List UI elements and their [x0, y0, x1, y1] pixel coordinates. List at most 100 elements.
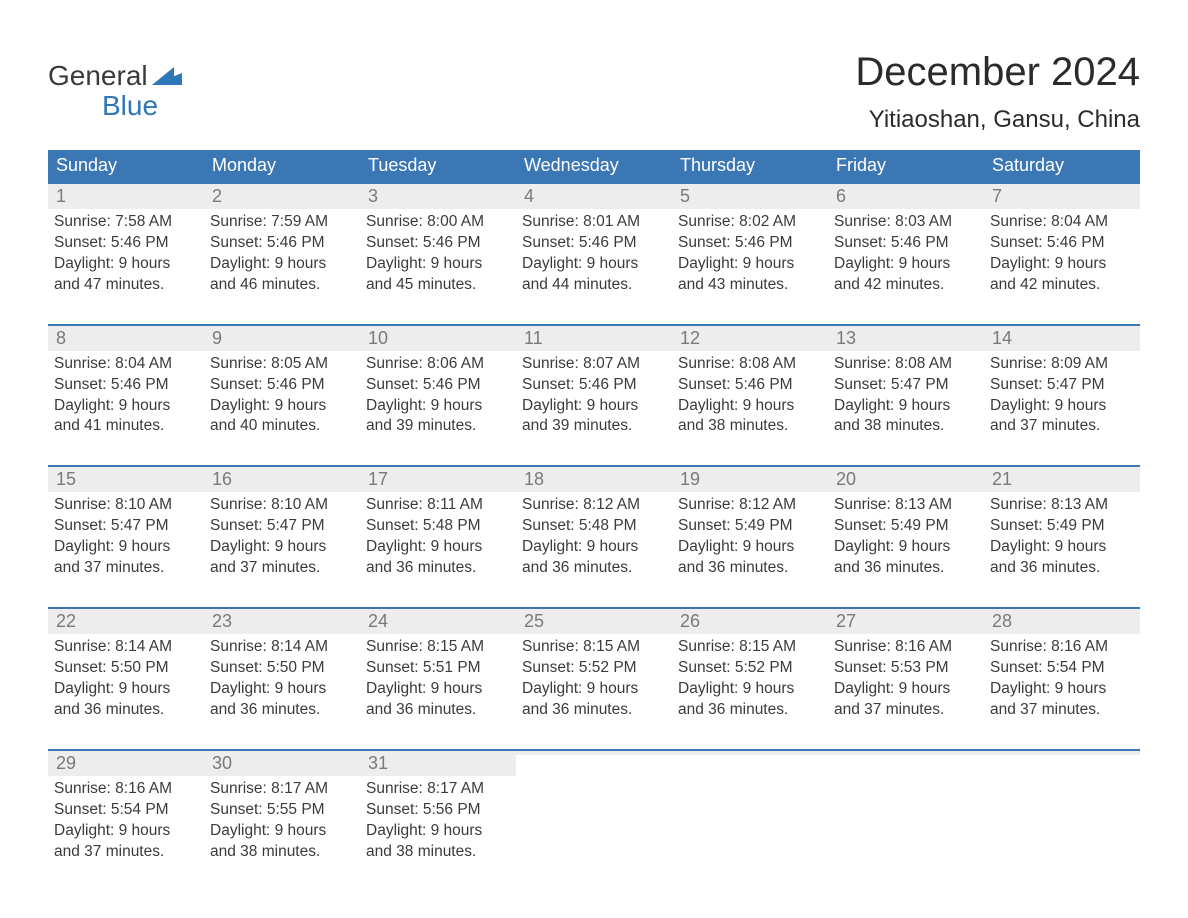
day-number: 28 — [984, 609, 1140, 634]
day-line-sunrise: Sunrise: 8:06 AM — [366, 354, 510, 375]
day-body: Sunrise: 8:17 AMSunset: 5:55 PMDaylight:… — [210, 776, 354, 863]
day-line-d1: Daylight: 9 hours — [54, 537, 198, 558]
day-cell: 20Sunrise: 8:13 AMSunset: 5:49 PMDayligh… — [828, 467, 984, 587]
header: General Blue December 2024 Yitiaoshan, G… — [48, 50, 1140, 146]
day-body: Sunrise: 8:10 AMSunset: 5:47 PMDaylight:… — [54, 492, 198, 579]
day-number: 25 — [516, 609, 672, 634]
day-line-sunrise: Sunrise: 8:03 AM — [834, 212, 978, 233]
day-number-row: 5 — [672, 184, 828, 209]
day-line-sunrise: Sunrise: 8:17 AM — [210, 779, 354, 800]
day-number: 19 — [672, 467, 828, 492]
day-line-sunrise: Sunrise: 8:11 AM — [366, 495, 510, 516]
day-line-sunrise: Sunrise: 8:05 AM — [210, 354, 354, 375]
day-number-row: 12 — [672, 326, 828, 351]
day-line-d2: and 36 minutes. — [366, 700, 510, 721]
day-number-row: 20 — [828, 467, 984, 492]
day-cell — [516, 751, 672, 871]
day-body: Sunrise: 8:16 AMSunset: 5:54 PMDaylight:… — [54, 776, 198, 863]
day-number-row: 22 — [48, 609, 204, 634]
day-number: 24 — [360, 609, 516, 634]
dow-cell: Wednesday — [516, 150, 672, 182]
day-line-sunrise: Sunrise: 8:17 AM — [366, 779, 510, 800]
day-line-sunset: Sunset: 5:46 PM — [990, 233, 1134, 254]
day-line-sunrise: Sunrise: 8:10 AM — [54, 495, 198, 516]
day-number: 2 — [204, 184, 360, 209]
day-line-sunset: Sunset: 5:47 PM — [990, 375, 1134, 396]
day-line-d1: Daylight: 9 hours — [834, 396, 978, 417]
day-cell: 9Sunrise: 8:05 AMSunset: 5:46 PMDaylight… — [204, 326, 360, 446]
day-number: 6 — [828, 184, 984, 209]
day-line-d1: Daylight: 9 hours — [834, 254, 978, 275]
day-cell: 29Sunrise: 8:16 AMSunset: 5:54 PMDayligh… — [48, 751, 204, 871]
day-line-sunrise: Sunrise: 8:00 AM — [366, 212, 510, 233]
day-cell: 22Sunrise: 8:14 AMSunset: 5:50 PMDayligh… — [48, 609, 204, 729]
brand-flag-icon — [152, 62, 182, 90]
day-line-sunset: Sunset: 5:52 PM — [522, 658, 666, 679]
day-number: 21 — [984, 467, 1140, 492]
day-cell — [984, 751, 1140, 871]
day-line-sunrise: Sunrise: 8:16 AM — [990, 637, 1134, 658]
day-line-d2: and 37 minutes. — [54, 558, 198, 579]
day-number-row: 10 — [360, 326, 516, 351]
dow-cell: Saturday — [984, 150, 1140, 182]
day-line-sunrise: Sunrise: 8:15 AM — [366, 637, 510, 658]
day-number: 26 — [672, 609, 828, 634]
day-line-sunset: Sunset: 5:48 PM — [366, 516, 510, 537]
day-body: Sunrise: 8:12 AMSunset: 5:48 PMDaylight:… — [522, 492, 666, 579]
day-cell: 28Sunrise: 8:16 AMSunset: 5:54 PMDayligh… — [984, 609, 1140, 729]
dow-cell: Monday — [204, 150, 360, 182]
day-line-d2: and 36 minutes. — [678, 700, 822, 721]
day-line-sunrise: Sunrise: 8:02 AM — [678, 212, 822, 233]
day-cell: 15Sunrise: 8:10 AMSunset: 5:47 PMDayligh… — [48, 467, 204, 587]
day-number-row: 11 — [516, 326, 672, 351]
day-line-d1: Daylight: 9 hours — [366, 254, 510, 275]
dow-cell: Friday — [828, 150, 984, 182]
day-line-sunset: Sunset: 5:48 PM — [522, 516, 666, 537]
day-line-d1: Daylight: 9 hours — [834, 537, 978, 558]
day-body: Sunrise: 8:05 AMSunset: 5:46 PMDaylight:… — [210, 351, 354, 438]
day-body: Sunrise: 8:04 AMSunset: 5:46 PMDaylight:… — [54, 351, 198, 438]
day-line-d2: and 38 minutes. — [834, 416, 978, 437]
day-line-sunrise: Sunrise: 8:14 AM — [54, 637, 198, 658]
day-number-row: 29 — [48, 751, 204, 776]
day-number: 5 — [672, 184, 828, 209]
day-line-d2: and 37 minutes. — [210, 558, 354, 579]
calendar-page: General Blue December 2024 Yitiaoshan, G… — [0, 0, 1188, 910]
day-body: Sunrise: 8:02 AMSunset: 5:46 PMDaylight:… — [678, 209, 822, 296]
day-line-sunset: Sunset: 5:46 PM — [522, 375, 666, 396]
day-body: Sunrise: 8:16 AMSunset: 5:54 PMDaylight:… — [990, 634, 1134, 721]
day-number-row: 23 — [204, 609, 360, 634]
brand-word1-row: General — [48, 62, 182, 90]
day-line-d2: and 36 minutes. — [678, 558, 822, 579]
dow-cell: Tuesday — [360, 150, 516, 182]
day-cell: 24Sunrise: 8:15 AMSunset: 5:51 PMDayligh… — [360, 609, 516, 729]
day-line-d2: and 36 minutes. — [990, 558, 1134, 579]
day-line-d1: Daylight: 9 hours — [366, 537, 510, 558]
day-number-row: 26 — [672, 609, 828, 634]
week-row: 8Sunrise: 8:04 AMSunset: 5:46 PMDaylight… — [48, 324, 1140, 446]
day-number-row — [672, 751, 828, 755]
week-row: 22Sunrise: 8:14 AMSunset: 5:50 PMDayligh… — [48, 607, 1140, 729]
day-line-d1: Daylight: 9 hours — [834, 679, 978, 700]
day-cell: 4Sunrise: 8:01 AMSunset: 5:46 PMDaylight… — [516, 184, 672, 304]
day-body: Sunrise: 8:08 AMSunset: 5:47 PMDaylight:… — [834, 351, 978, 438]
day-line-sunrise: Sunrise: 8:14 AM — [210, 637, 354, 658]
day-cell: 27Sunrise: 8:16 AMSunset: 5:53 PMDayligh… — [828, 609, 984, 729]
day-number-row: 18 — [516, 467, 672, 492]
title-block: December 2024 Yitiaoshan, Gansu, China — [855, 50, 1140, 146]
day-number-row: 3 — [360, 184, 516, 209]
day-number-row: 7 — [984, 184, 1140, 209]
day-body: Sunrise: 8:15 AMSunset: 5:52 PMDaylight:… — [522, 634, 666, 721]
day-number-row: 25 — [516, 609, 672, 634]
day-line-d1: Daylight: 9 hours — [678, 396, 822, 417]
day-body: Sunrise: 8:16 AMSunset: 5:53 PMDaylight:… — [834, 634, 978, 721]
day-line-d1: Daylight: 9 hours — [366, 396, 510, 417]
day-number: 4 — [516, 184, 672, 209]
day-line-sunrise: Sunrise: 8:13 AM — [990, 495, 1134, 516]
day-number-row: 19 — [672, 467, 828, 492]
day-body: Sunrise: 8:13 AMSunset: 5:49 PMDaylight:… — [834, 492, 978, 579]
day-line-d1: Daylight: 9 hours — [366, 821, 510, 842]
day-line-d1: Daylight: 9 hours — [54, 254, 198, 275]
day-body: Sunrise: 8:17 AMSunset: 5:56 PMDaylight:… — [366, 776, 510, 863]
day-cell: 11Sunrise: 8:07 AMSunset: 5:46 PMDayligh… — [516, 326, 672, 446]
